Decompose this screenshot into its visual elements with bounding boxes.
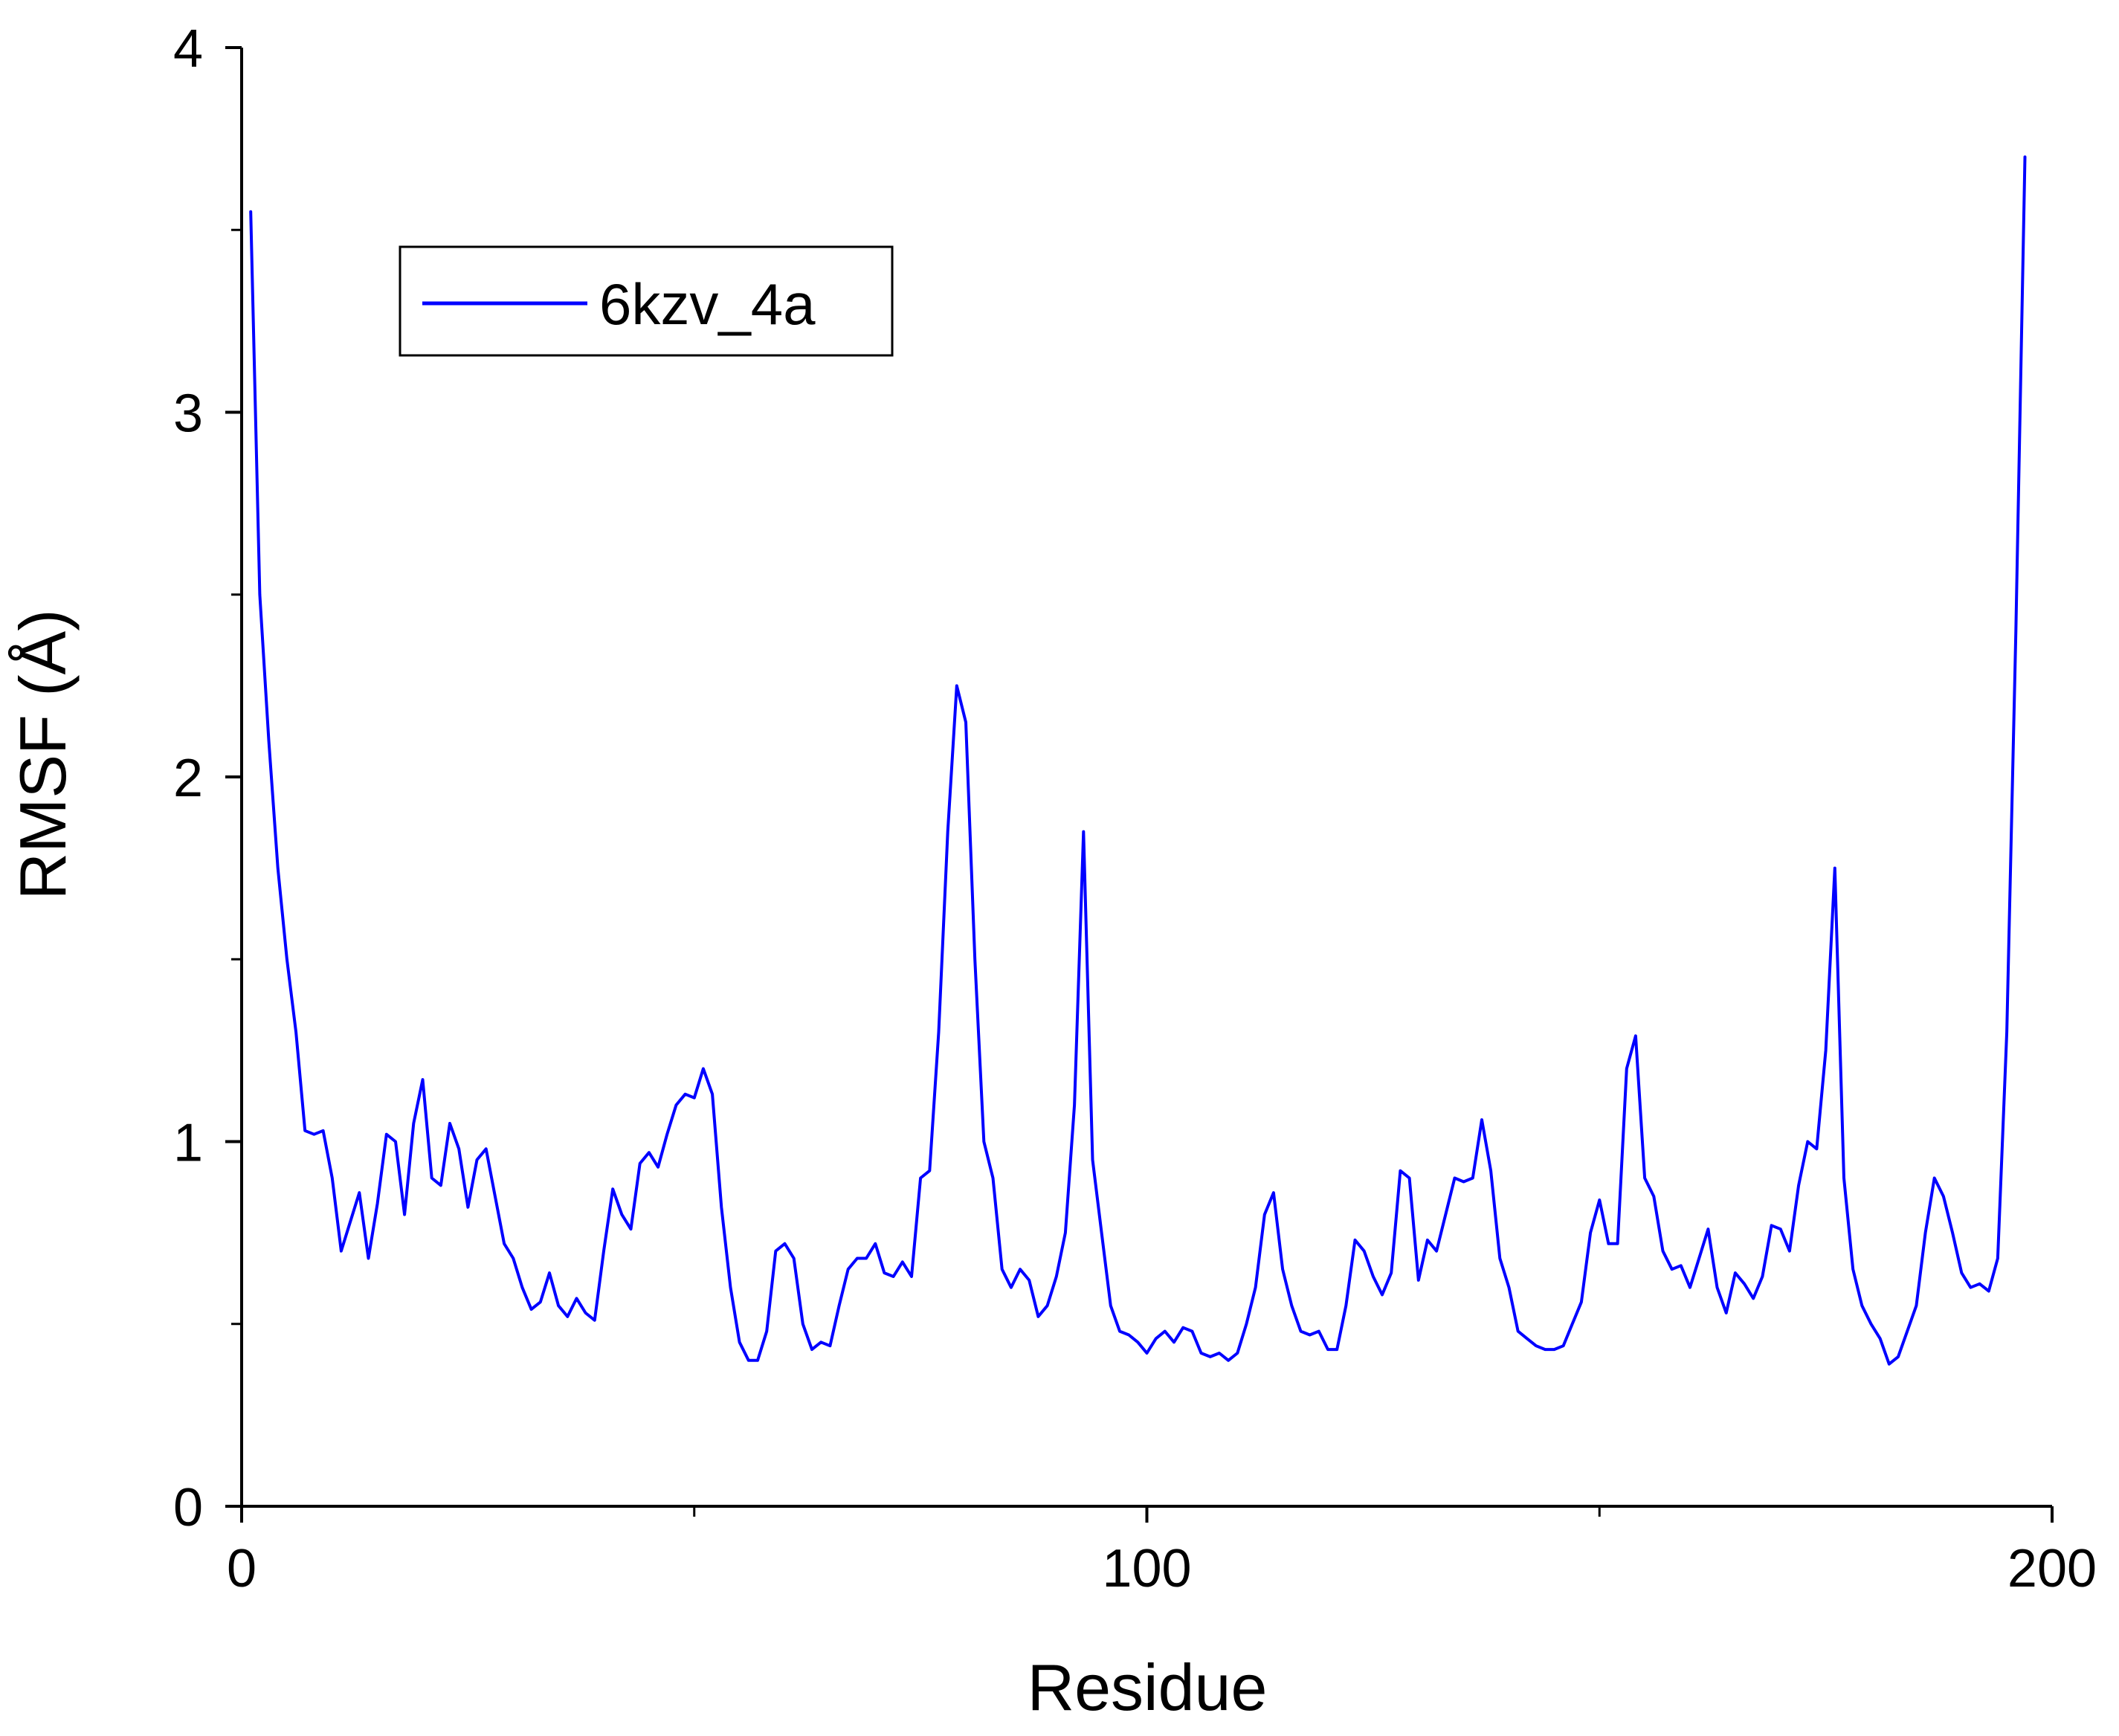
legend-box [399, 245, 894, 357]
plot-area [249, 155, 2027, 1366]
y-tick-label: 0 [173, 1478, 203, 1537]
x-tick-label: 0 [227, 1539, 257, 1598]
y-tick-label: 1 [173, 1114, 203, 1173]
y-tick-label: 4 [173, 19, 203, 79]
axes: 0 100 200 0 1 2 3 4 [173, 19, 2097, 1598]
legend-label: 6kzv_4a [599, 271, 816, 337]
y-tick-label: 2 [173, 749, 203, 808]
y-tick-label: 3 [173, 384, 203, 444]
series-line-0 [249, 155, 2027, 1366]
x-axis-title: Residue [1028, 1651, 1268, 1724]
x-tick-label: 200 [2007, 1539, 2097, 1598]
legend: 6kzv_4a [399, 245, 894, 357]
y-axis-title: RMSF (Å) [6, 609, 80, 900]
x-tick-label: 100 [1102, 1539, 1191, 1598]
